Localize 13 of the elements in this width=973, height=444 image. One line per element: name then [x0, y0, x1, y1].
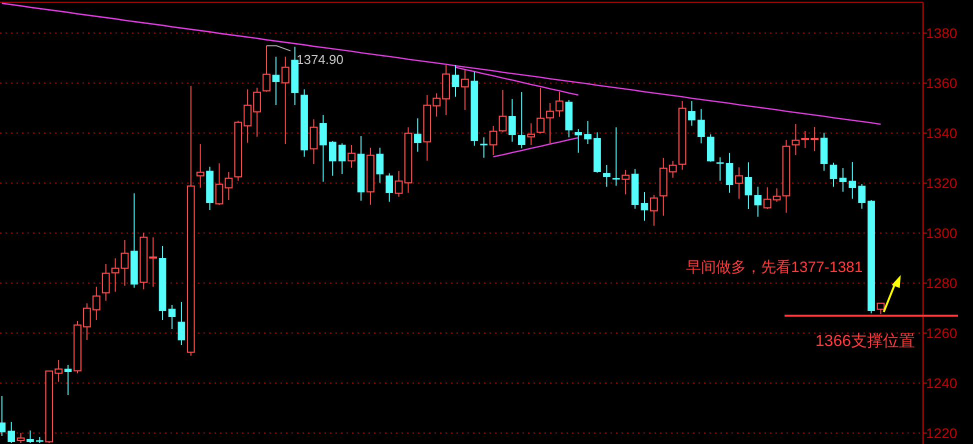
annotation: 早间做多，先看1377-1381 [686, 259, 863, 276]
annotation: 1374.90 [296, 52, 344, 67]
y-tick-label: 1380 [926, 25, 958, 42]
note: 1374.90 [266, 45, 344, 67]
y-tick-label: 1280 [926, 275, 958, 292]
y-tick-label: 1340 [926, 125, 958, 142]
y-tick-label: 1220 [926, 425, 958, 441]
ref-line-label: 1366支撑位置 [815, 332, 915, 350]
y-tick-label: 1300 [926, 225, 958, 242]
y-tick-label: 1360 [926, 75, 958, 92]
y-tick-label: 1260 [926, 325, 958, 342]
y-tick-label: 1240 [926, 375, 958, 392]
y-tick-label: 1320 [926, 175, 958, 192]
